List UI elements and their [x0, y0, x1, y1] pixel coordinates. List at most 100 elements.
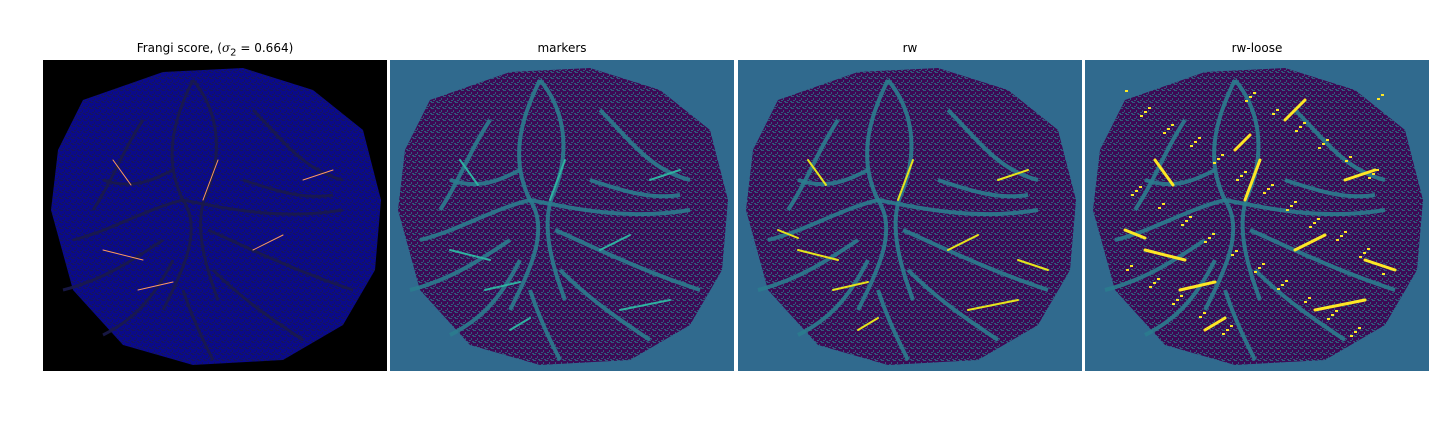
vessel — [767, 198, 879, 242]
vessel — [937, 178, 1029, 199]
highlight-speck — [1304, 301, 1307, 303]
highlight-speck — [1262, 263, 1265, 265]
highlight-segment — [1343, 168, 1377, 182]
vessel — [1144, 259, 1217, 337]
sigma-subscript: 2 — [230, 47, 237, 59]
rw-loose-image — [1085, 60, 1429, 371]
frangi-title-prefix: Frangi score, ( — [136, 41, 222, 55]
highlight-speck — [1276, 109, 1279, 111]
highlight-speck — [1322, 143, 1325, 145]
vessel — [438, 118, 492, 212]
highlight-segment — [997, 169, 1029, 181]
highlight-speck — [1157, 278, 1160, 280]
highlight-speck — [1344, 231, 1347, 233]
vessel — [529, 198, 691, 217]
vessel — [1114, 198, 1226, 242]
highlight-speck — [1294, 201, 1297, 203]
highlight-speck — [1217, 158, 1220, 160]
vessel — [1223, 289, 1257, 361]
rw-image — [738, 60, 1082, 371]
highlight-segment — [1123, 228, 1147, 240]
vessel — [449, 259, 522, 337]
highlight-segment — [509, 317, 531, 331]
highlight-speck — [1267, 188, 1270, 190]
highlight-segment — [1017, 259, 1049, 271]
vessel — [554, 228, 701, 292]
vessel — [902, 228, 1049, 292]
highlight-speck — [1198, 137, 1201, 139]
highlight-segment — [857, 317, 879, 331]
vessel — [906, 268, 1000, 342]
highlight-speck — [1363, 252, 1366, 254]
vessel — [191, 79, 220, 301]
vessel — [181, 289, 215, 361]
highlight-speck — [1277, 288, 1280, 290]
highlight-speck — [1295, 130, 1298, 132]
highlight-segment — [1143, 248, 1187, 262]
highlight-speck — [1290, 205, 1293, 207]
highlight-speck — [1212, 233, 1215, 235]
vessel — [182, 198, 344, 216]
vessel — [1224, 198, 1386, 217]
highlight-speck — [1340, 235, 1343, 237]
vessel — [409, 238, 512, 292]
vessel — [207, 228, 354, 292]
highlight-segment — [947, 234, 979, 251]
highlight-speck — [1176, 299, 1179, 301]
highlight-speck — [1222, 333, 1225, 335]
vessel — [946, 108, 1039, 182]
highlight-speck — [1254, 271, 1257, 273]
highlight-speck — [1144, 111, 1147, 113]
highlight-segment — [252, 234, 284, 251]
vessel — [72, 198, 184, 242]
highlight-speck — [1303, 122, 1306, 124]
highlight-speck — [1331, 314, 1334, 316]
vessel — [1284, 178, 1376, 199]
highlight-segment — [967, 299, 1019, 311]
highlight-speck — [1245, 100, 1248, 102]
highlight-segment — [459, 159, 479, 186]
highlight-speck — [1326, 139, 1329, 141]
highlight-speck — [1377, 98, 1380, 100]
highlight-speck — [1281, 284, 1284, 286]
highlight-speck — [1327, 318, 1330, 320]
highlight-speck — [1148, 107, 1151, 109]
highlight-speck — [1199, 316, 1202, 318]
highlight-segment — [777, 229, 799, 239]
vessel — [449, 168, 521, 187]
highlight-segment — [807, 159, 827, 186]
vessel — [251, 108, 344, 182]
highlight-speck — [1213, 162, 1216, 164]
retina-region — [51, 68, 381, 365]
highlight-speck — [1308, 297, 1311, 299]
highlight-speck — [1180, 295, 1183, 297]
vessel — [1253, 268, 1347, 342]
highlight-speck — [1189, 216, 1192, 218]
highlight-speck — [1313, 222, 1316, 224]
highlight-segment — [1153, 158, 1175, 187]
highlight-speck — [1335, 310, 1338, 312]
highlight-segment — [897, 159, 914, 201]
vessel — [1293, 108, 1386, 182]
highlight-speck — [1194, 141, 1197, 143]
highlight-speck — [1359, 256, 1362, 258]
highlight-segment — [619, 299, 671, 311]
vessel — [877, 198, 1039, 217]
highlight-speck — [1350, 335, 1353, 337]
highlight-speck — [1181, 224, 1184, 226]
highlight-segment — [1178, 280, 1217, 292]
highlight-speck — [1130, 265, 1133, 267]
highlight-speck — [1139, 186, 1142, 188]
panel-canvas — [390, 60, 734, 371]
highlight-segment — [202, 159, 219, 201]
vessel — [797, 168, 869, 187]
highlight-speck — [1185, 220, 1188, 222]
frangi-image — [43, 60, 387, 371]
highlight-speck — [1253, 92, 1256, 94]
highlight-speck — [1203, 312, 1206, 314]
highlight-segment — [599, 234, 631, 251]
retina-region — [1093, 68, 1423, 365]
vessel — [538, 78, 567, 301]
highlight-speck — [1271, 184, 1274, 186]
highlight-speck — [1372, 173, 1375, 175]
